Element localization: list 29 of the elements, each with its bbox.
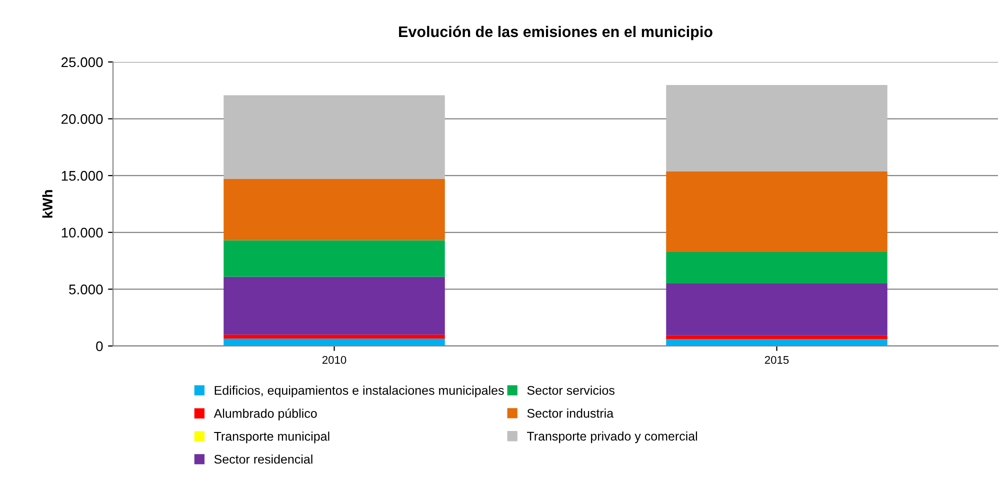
- x-tick-label: 2010: [322, 356, 346, 364]
- y-axis-title: kWh: [42, 190, 52, 218]
- bar: [666, 84, 888, 172]
- x-tick-label: 2015: [764, 356, 789, 364]
- bar: [224, 338, 445, 346]
- y-tick-label: 5.000: [69, 284, 103, 294]
- bar: [666, 252, 888, 284]
- bar: [666, 171, 888, 252]
- y-tick-label: 25.000: [62, 57, 103, 68]
- bar: [224, 276, 445, 335]
- bar: [224, 240, 445, 277]
- y-tick-label: 15.000: [62, 170, 103, 181]
- y-tick-label: 0: [96, 341, 103, 352]
- bar: [666, 339, 888, 346]
- legend-label: Sector servicios: [527, 386, 614, 395]
- legend-label: Alumbrado público: [214, 408, 317, 420]
- y-tick-label: 20.000: [62, 114, 103, 124]
- bar: [666, 284, 888, 336]
- bar: [224, 95, 445, 179]
- legend-label: Transporte municipal: [214, 432, 330, 444]
- y-tick-label: 10.000: [62, 228, 103, 238]
- legend-label: Sector residencial: [214, 454, 312, 464]
- chart-title: Evolución de las emisiones en el municipio: [399, 26, 712, 40]
- legend-label: Sector industria: [527, 408, 614, 418]
- bar: [666, 335, 888, 340]
- bar: [224, 334, 445, 339]
- legend-label: Edificios, equipamientos e instalaciones municipales: [214, 386, 504, 398]
- bar: [224, 178, 445, 240]
- legend-label: Transporte privado y comercial: [527, 431, 698, 444]
